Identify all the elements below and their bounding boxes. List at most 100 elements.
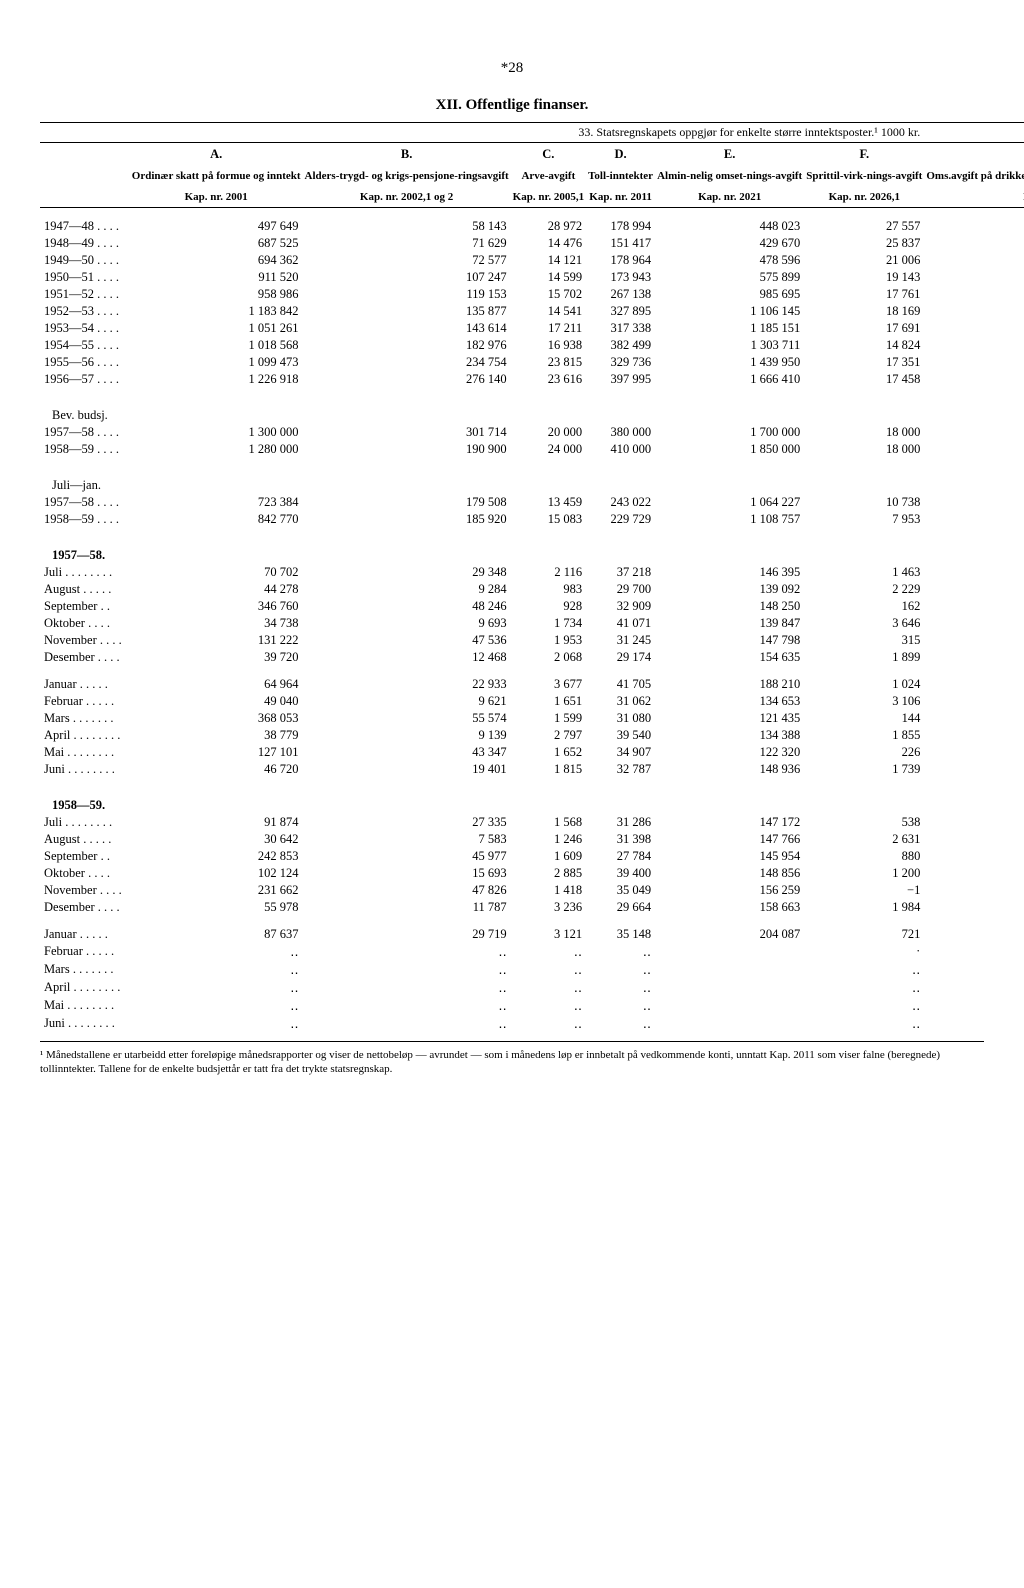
cell: 144 [804,710,924,727]
table-row: August30 6427 5831 24631 398147 7662 631… [40,831,1024,848]
cell [655,943,804,961]
cell: 3 100 [924,727,1024,744]
cell: ‥ [303,943,511,961]
cell: 29 700 [586,581,655,598]
cell: 2 885 [511,865,586,882]
cell: 538 [804,814,924,831]
cell [655,997,804,1015]
cell: 39 720 [130,649,303,666]
cell: 15 083 [511,511,586,528]
cell: 37 218 [586,564,655,581]
table-row: Oktober34 7389 6931 73441 071139 8473 64… [40,615,1024,632]
cell: 14 541 [511,303,586,320]
cell: 1 200 [804,865,924,882]
table-row: Februar49 0409 6211 65131 062134 6533 10… [40,693,1024,710]
cell: ‥ [511,997,586,1015]
cell: 267 138 [586,286,655,303]
table-row: 1952—531 183 842135 87714 541327 8951 10… [40,303,1024,320]
cell: 139 847 [655,615,804,632]
cell: 119 153 [303,286,511,303]
table-row: Mai127 10143 3471 65234 907122 3202262 9… [40,744,1024,761]
cell: 47 536 [303,632,511,649]
cell: ‥ [804,961,924,979]
cell: 301 714 [303,424,511,441]
cell: 380 000 [586,424,655,441]
row-label: 1947—48 [40,218,130,235]
col-kap: Kap. nr. 2026,2 [924,187,1024,208]
cell: 448 023 [655,218,804,235]
cell: 14 599 [511,269,586,286]
row-label: Mars [40,710,130,727]
cell: 3 106 [804,693,924,710]
footnote: ¹ Månedstallene er utarbeidd etter forel… [40,1041,984,1077]
cell: 327 895 [586,303,655,320]
table-subtitle: 33. Statsregnskapets oppgjør for enkelte… [40,123,1024,143]
cell: 147 766 [655,831,804,848]
cell: 16 938 [511,337,586,354]
cell: 17 691 [804,320,924,337]
cell: 17 458 [804,371,924,388]
row-label: Februar [40,943,130,961]
col-letter: C. [511,143,586,167]
cell: 146 395 [655,564,804,581]
table-row: 1948—49687 52571 62914 476151 417429 670… [40,235,1024,252]
cell: 38 000 [924,441,1024,458]
cell: 131 222 [130,632,303,649]
cell: 32 860 [924,286,1024,303]
row-label: Mai [40,744,130,761]
cell: 880 [804,848,924,865]
row-label: 1952—53 [40,303,130,320]
cell: 2 699 [924,848,1024,865]
cell: 9 621 [303,693,511,710]
cell: 1 051 261 [130,320,303,337]
cell: 1 106 145 [655,303,804,320]
cell: 958 986 [130,286,303,303]
table-row: April‥‥‥‥‥‥‥‥ [40,979,1024,997]
cell: 35 000 [924,424,1024,441]
cell: 234 754 [303,354,511,371]
table-row: 1957—581 300 000301 71420 000380 0001 70… [40,424,1024,441]
cell: 9 284 [303,581,511,598]
cell: 28 972 [511,218,586,235]
cell: 71 629 [303,235,511,252]
cell: 23 815 [511,354,586,371]
cell: 3 121 [511,926,586,943]
cell: 135 877 [303,303,511,320]
cell: 190 900 [303,441,511,458]
row-label: 1950—51 [40,269,130,286]
row-label: 1948—49 [40,235,130,252]
cell: 1 024 [804,676,924,693]
cell: 1 183 842 [130,303,303,320]
row-label: November [40,632,130,649]
cell: 31 398 [586,831,655,848]
cell: ‥ [303,979,511,997]
cell: ‥ [511,961,586,979]
cell: ‥ [924,979,1024,997]
row-label: Juli [40,814,130,831]
row-label: Januar [40,926,130,943]
table-row: Juni46 72019 4011 81532 787148 9361 7393… [40,761,1024,778]
cell: 12 468 [303,649,511,666]
cell: 38 779 [130,727,303,744]
cell: 9 693 [303,615,511,632]
col-letter: B. [303,143,511,167]
row-label: April [40,979,130,997]
cell: 45 977 [303,848,511,865]
row-label: Mai [40,997,130,1015]
row-label: November [40,882,130,899]
cell: 19 401 [303,761,511,778]
cell: 121 435 [655,710,804,727]
cell: 91 874 [130,814,303,831]
cell: ‥ [924,997,1024,1015]
cell: 188 210 [655,676,804,693]
row-label: Mars [40,961,130,979]
cell: 1 666 410 [655,371,804,388]
section-heading: 1958—59. [40,788,1024,814]
cell: 3 677 [511,676,586,693]
cell: 2 797 [511,727,586,744]
cell: 3 236 [511,899,586,916]
cell: 2 800 [924,564,1024,581]
cell: 1 568 [511,814,586,831]
cell: ‥ [586,961,655,979]
col-letter: E. [655,143,804,167]
